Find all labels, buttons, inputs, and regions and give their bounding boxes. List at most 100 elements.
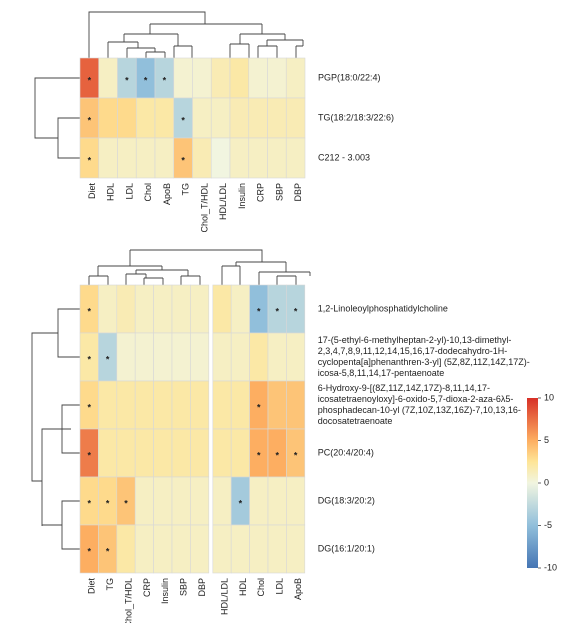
column-label: LDL xyxy=(275,578,285,595)
heatmap-cell xyxy=(134,332,154,382)
column-label: TG xyxy=(105,578,115,591)
heatmap-cell xyxy=(230,284,250,334)
significance-star: * xyxy=(239,498,243,508)
heatmap-cell xyxy=(267,332,287,382)
significance-star: * xyxy=(87,498,91,508)
column-label: Insulin xyxy=(237,183,247,209)
heatmap-cell xyxy=(249,476,269,526)
row-label: DG(16:1/20:1) xyxy=(318,543,375,553)
heatmap-cell xyxy=(286,476,306,526)
heatmap-cell xyxy=(116,332,136,382)
significance-star: * xyxy=(106,546,110,556)
significance-star: * xyxy=(87,402,91,412)
heatmap-cell xyxy=(171,380,191,430)
heatmap-cell xyxy=(267,380,287,430)
colorbar-tick-label: 10 xyxy=(544,392,554,402)
heatmap-cell xyxy=(285,57,306,99)
heatmap-cell xyxy=(154,97,175,139)
heatmap-cell xyxy=(171,428,191,478)
column-label: Chol xyxy=(143,183,153,202)
heatmap-cell xyxy=(98,380,118,430)
column-label: Chol xyxy=(256,578,266,597)
heatmap-cell xyxy=(229,57,250,99)
column-label: Diet xyxy=(87,183,97,200)
heatmap-cell xyxy=(192,137,212,179)
heatmap-cell xyxy=(230,380,250,430)
heatmap-cell xyxy=(134,428,154,478)
column-label: HDL/LDL xyxy=(218,183,228,220)
colorbar xyxy=(527,398,538,568)
heatmap-cell xyxy=(229,97,250,139)
row-label: DG(18:3/20:2) xyxy=(318,495,375,505)
heatmap-cell xyxy=(134,380,154,430)
heatmap-cell xyxy=(285,137,306,179)
heatmap-cell xyxy=(171,524,191,574)
significance-star: * xyxy=(294,306,298,316)
colorbar-tick-label: -10 xyxy=(544,562,557,572)
heatmap-cell xyxy=(267,476,287,526)
heatmap-cell xyxy=(248,137,268,179)
heatmap-cell xyxy=(248,57,268,99)
heatmap-cell xyxy=(153,476,173,526)
heatmap-cell xyxy=(210,97,231,139)
dendrograms xyxy=(31,11,311,550)
column-label: TG xyxy=(181,183,191,196)
heatmap-cell xyxy=(190,476,210,526)
significance-star: * xyxy=(87,306,91,316)
heatmap-cell xyxy=(153,428,173,478)
column-label: HDL xyxy=(238,578,248,596)
heatmap-cell xyxy=(267,57,287,99)
heatmap-cell xyxy=(171,476,191,526)
row-label: 1,2-Linoleoylphosphatidylcholine xyxy=(318,303,448,313)
significance-star: * xyxy=(87,450,91,460)
heatmap-cell xyxy=(154,137,175,179)
heatmap-cell xyxy=(249,524,269,574)
heatmap-cell xyxy=(267,97,287,139)
heatmap-cell xyxy=(153,284,173,334)
significance-star: * xyxy=(106,498,110,508)
row-label: docosatetraenoate xyxy=(318,416,393,426)
column-label: LDL xyxy=(124,183,134,200)
colorbar-tick-label: -5 xyxy=(544,520,552,530)
row-label: PGP(18:0/22:4) xyxy=(318,72,381,82)
heatmap-cell xyxy=(285,97,306,139)
significance-star: * xyxy=(88,115,92,125)
column-label: SBP xyxy=(179,578,189,596)
row-label: 2,3,4,7,8,9,11,12,14,15,16,17-dodecahydr… xyxy=(318,346,507,356)
heatmap-cell xyxy=(210,57,231,99)
significance-star: * xyxy=(181,155,185,165)
column-label: ApoB xyxy=(293,578,303,600)
significance-star: * xyxy=(88,75,92,85)
column-label: SBP xyxy=(274,183,284,201)
column-label: HDL xyxy=(106,183,116,201)
heatmap-cell xyxy=(230,332,250,382)
heatmap-cell xyxy=(212,284,232,334)
row-label: 17-(5-ethyl-6-methylheptan-2-yl)-10,13-d… xyxy=(318,335,512,345)
significance-star: * xyxy=(181,115,185,125)
row-dendrogram xyxy=(31,308,80,550)
heatmap-cell xyxy=(212,332,232,382)
heatmap-cell xyxy=(286,380,306,430)
significance-star: * xyxy=(144,75,148,85)
heatmap-cell xyxy=(212,380,232,430)
heatmap-cell xyxy=(116,380,136,430)
heatmap-cell xyxy=(171,284,191,334)
row-label: PC(20:4/20:4) xyxy=(318,447,374,457)
colorbar-tick-label: 0 xyxy=(544,477,549,487)
column-label: CRP xyxy=(142,578,152,597)
heatmap-cell xyxy=(230,428,250,478)
row-label: C212 - 3.003 xyxy=(318,152,370,162)
heatmap-cell xyxy=(212,428,232,478)
column-label: ApoB xyxy=(162,183,172,205)
heatmap-cell xyxy=(249,332,269,382)
colorbar-tick-label: 5 xyxy=(544,435,549,445)
heatmap-cell xyxy=(134,476,154,526)
row-label: 6-Hydroxy-9-[(8Z,11Z,14Z,17Z)-8,11,14,17… xyxy=(318,383,490,393)
heatmap-cell xyxy=(190,524,210,574)
heatmap-cell xyxy=(98,284,118,334)
column-label: CRP xyxy=(256,183,266,202)
heatmap-cell xyxy=(210,137,231,179)
heatmap-cell xyxy=(134,284,154,334)
row-label: TG(18:2/18:3/22:6) xyxy=(318,112,394,122)
significance-star: * xyxy=(87,354,91,364)
